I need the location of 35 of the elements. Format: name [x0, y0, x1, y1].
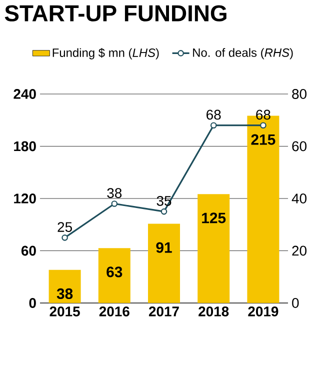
- legend-label: No. of deals (RHS): [193, 48, 293, 60]
- x-tick-label: 2018: [198, 306, 229, 316]
- y2-tick-label: 80: [292, 89, 306, 99]
- data-label: 38: [56, 288, 73, 300]
- y2-tick-label: 40: [292, 194, 306, 204]
- chart-title: START-UP FUNDING: [4, 5, 226, 22]
- data-label: 38: [107, 188, 122, 198]
- bar: [198, 194, 230, 303]
- x-tick-label: 2017: [148, 306, 179, 316]
- y-tick-label: 240: [14, 89, 36, 99]
- x-tick-label: 2015: [50, 306, 80, 316]
- bar: [98, 248, 130, 303]
- point: [260, 122, 266, 129]
- data-label: 91: [156, 242, 172, 253]
- bar: [148, 224, 180, 303]
- data-label: 215: [251, 134, 276, 145]
- point: [62, 234, 68, 241]
- point: [210, 122, 217, 129]
- data-label: 125: [202, 212, 226, 224]
- legend-label: Funding $ mn (LHS): [52, 48, 159, 60]
- data-label: 25: [58, 222, 72, 232]
- x-tick-label: 2019: [248, 306, 278, 316]
- x-tick-label: 2016: [99, 306, 130, 316]
- data-label: 63: [106, 266, 122, 278]
- bar: [48, 270, 81, 303]
- y2-tick-label: 60: [292, 141, 306, 152]
- y-tick-label: 180: [14, 141, 36, 152]
- y-tick-label: 0: [29, 298, 36, 308]
- y2-tick-label: 0: [292, 298, 299, 308]
- point: [111, 200, 118, 207]
- y2-tick-label: 20: [292, 246, 306, 256]
- y-tick-label: 60: [21, 246, 36, 256]
- y-tick-label: 120: [14, 194, 36, 204]
- data-label: 68: [206, 110, 221, 120]
- point: [160, 208, 168, 215]
